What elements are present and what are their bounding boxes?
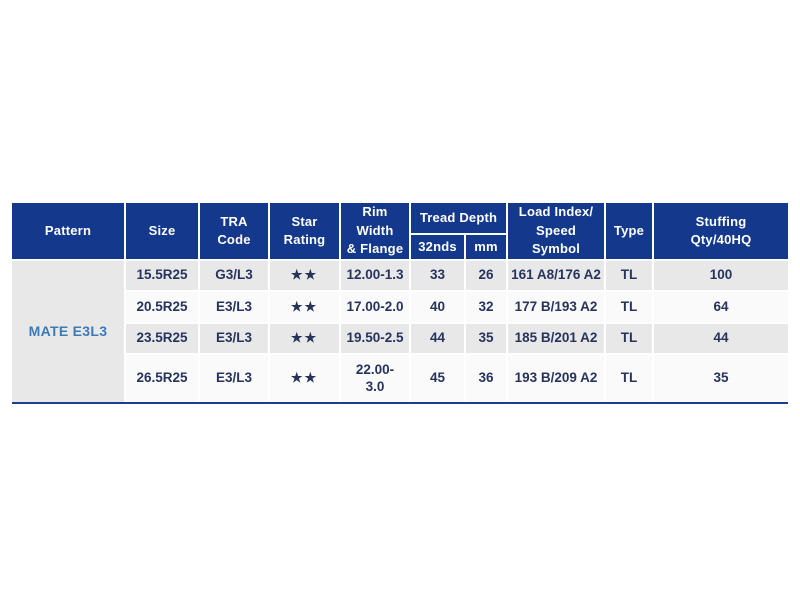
cell-stuffing-qty: 64 [652,290,790,324]
table-row: MATE E3L3 15.5R25 G3/L3 ★★ 12.00-1.3 33 … [11,259,790,403]
cell-tread-32nds: 44 [409,322,466,355]
table-row: 23.5R25 E3/L3 ★★ 19.50-2.5 44 35 185 B/2… [12,322,790,355]
col-header-star-rating: Star Rating [268,202,341,261]
cell-size: 20.5R25 [124,290,200,324]
cell-type: TL [604,259,655,292]
col-header-size: Size [124,202,200,261]
cell-tread-mm: 32 [463,290,509,324]
spec-table: Pattern Size TRA Code Star Rating Rim Wi… [11,202,790,403]
table-row: 26.5R25 E3/L3 ★★ 22.00- 3.0 45 36 193 B/… [12,353,790,403]
table-row: 20.5R25 E3/L3 ★★ 17.00-2.0 40 32 177 B/1… [12,290,790,324]
cell-stuffing-qty: 100 [652,259,790,292]
cell-tra-code: G3/L3 [198,259,270,292]
header-row-top: Pattern Size TRA Code Star Rating Rim Wi… [11,202,790,261]
cell-rim-width-flange: 17.00-2.0 [339,290,411,324]
table-body: MATE E3L3 15.5R25 G3/L3 ★★ 12.00-1.3 33 … [11,259,790,403]
cell-star-rating: ★★ [268,259,341,292]
cell-load-index: 161 A8/176 A2 [506,259,607,292]
cell-stuffing-qty: 35 [652,353,790,403]
cell-size: 26.5R25 [124,353,200,403]
cell-type: TL [604,290,655,324]
cell-tread-32nds: 45 [409,353,466,403]
col-header-tread-32nds: 32nds [409,233,466,261]
pattern-name-cell: MATE E3L3 [11,259,126,403]
col-header-rim-width-flange: Rim Width & Flange [339,202,411,261]
cell-load-index: 185 B/201 A2 [506,322,607,355]
cell-load-index: 193 B/209 A2 [506,353,607,403]
cell-tread-32nds: 33 [409,259,466,292]
cell-tra-code: E3/L3 [198,353,270,403]
cell-stuffing-qty: 44 [652,322,790,355]
header-row-sub: 32nds mm [12,233,788,261]
cell-size: 23.5R25 [124,322,200,355]
tire-spec-table: Pattern Size TRA Code Star Rating Rim Wi… [11,202,790,404]
cell-star-rating: ★★ [268,290,341,324]
cell-rim-width-flange: 12.00-1.3 [339,259,411,292]
col-header-tread-depth: Tread Depth [408,202,509,235]
col-header-pattern: Pattern [11,202,126,261]
cell-tra-code: E3/L3 [198,290,270,324]
col-header-tread-mm: mm [463,233,509,261]
cell-star-rating: ★★ [268,353,341,403]
cell-rim-width-flange: 22.00- 3.0 [339,353,411,403]
cell-tread-mm: 35 [463,322,509,355]
table-header: Pattern Size TRA Code Star Rating Rim Wi… [11,202,790,261]
cell-load-index: 177 B/193 A2 [506,290,607,324]
col-header-type: Type [604,202,655,261]
cell-type: TL [604,353,655,403]
col-header-load-index: Load Index/ Speed Symbol [506,202,607,261]
cell-type: TL [604,322,655,355]
cell-tra-code: E3/L3 [198,322,270,355]
cell-size: 15.5R25 [124,259,200,292]
cell-tread-mm: 26 [463,259,509,292]
cell-tread-mm: 36 [463,353,509,403]
cell-rim-width-flange: 19.50-2.5 [339,322,411,355]
cell-tread-32nds: 40 [409,290,466,324]
col-header-tra-code: TRA Code [198,202,270,261]
col-header-stuffing-qty: Stuffing Qty/40HQ [652,202,790,261]
cell-star-rating: ★★ [268,322,341,355]
